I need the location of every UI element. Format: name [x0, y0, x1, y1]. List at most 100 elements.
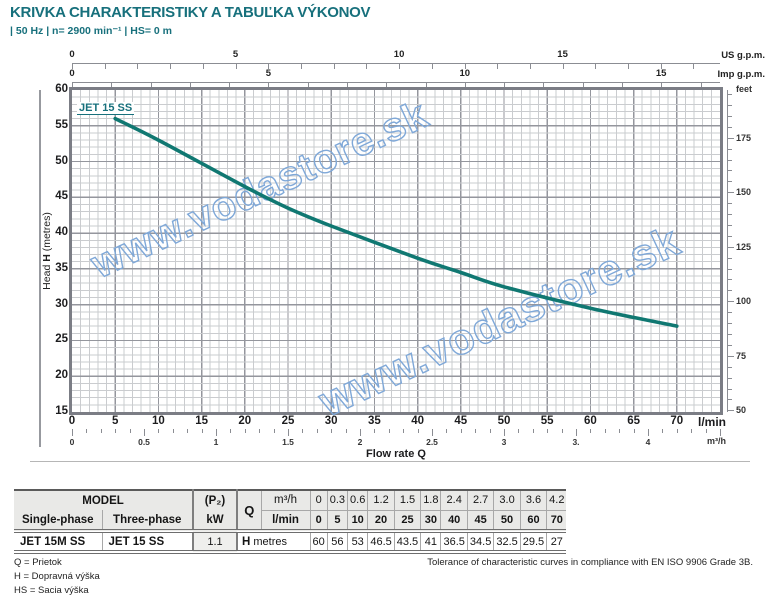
m3h-tick [662, 429, 664, 433]
table-value-cell: 50 [493, 510, 521, 531]
single-phase-header: Single-phase [14, 510, 102, 531]
axis-tick [595, 64, 597, 69]
h-unit: metres [253, 535, 287, 548]
axis-tick-label: 0 [69, 68, 75, 79]
axis-tick [628, 64, 629, 69]
axis-tick [268, 64, 270, 69]
axis-tick [425, 83, 427, 88]
table-value-cell: 30 [420, 510, 441, 531]
lmin-tick-label: 65 [627, 415, 640, 427]
feet-tick [728, 399, 732, 401]
axis-tick [700, 83, 702, 88]
m3h-tick [720, 429, 721, 436]
feet-tick-label: 100 [736, 296, 752, 307]
table-value-cell: 43.5 [393, 529, 421, 552]
feet-tick [728, 214, 732, 215]
axis-tick [111, 83, 113, 88]
m3h-tick [532, 429, 534, 433]
curve-label: JET 15 SS [77, 102, 135, 115]
feet-tick-label: 150 [736, 187, 752, 198]
kw-header: kW [192, 510, 237, 531]
x-axis-title-pre: Flow rate [366, 448, 418, 460]
m3h-tick [273, 429, 275, 433]
axis-tick [150, 83, 152, 88]
lmin-row-label: l/min [260, 510, 310, 531]
m3h-tick [331, 429, 333, 433]
chart-plot-area: www.vodastore.sk www.vodastore.sk JET 15… [69, 87, 723, 427]
table-value-cell: 56 [326, 529, 348, 552]
lmin-axis-labels: 0 5 10 15 20 25 30 35 40 45 50 55 60 65 70 [68, 415, 720, 429]
axis-tick-label: 15 [557, 49, 568, 60]
axis-tick [268, 83, 270, 88]
feet-tick [728, 235, 732, 237]
m3h-tick [489, 429, 491, 433]
feet-axis-line [727, 90, 728, 412]
single-phase-model: JET 15M SS [14, 529, 102, 552]
table-value-cell: 1.2 [367, 490, 395, 511]
head-tick-label: 50 [55, 154, 68, 167]
axis-tick [562, 64, 564, 69]
feet-tick [728, 159, 732, 161]
tolerance-note: Tolerance of characteristic curves in co… [427, 557, 753, 568]
axis-tick [504, 83, 506, 88]
lmin-tick-label: 55 [540, 415, 554, 427]
table-value-cell: 10 [347, 510, 368, 531]
axis-tick [72, 83, 73, 88]
axis-tick-label: 5 [265, 68, 272, 79]
q-header: Q [236, 490, 261, 531]
m3h-tick-label: 0 [69, 437, 75, 447]
table-header-row-1: MODEL (P₂) Q m³/h 0 0.3 0.6 1.2 1.5 1.8 2.4 2.7… [14, 490, 567, 531]
table-value-cell: 60 [519, 510, 547, 531]
axis-tick [104, 64, 106, 69]
model-header: MODEL [14, 490, 193, 510]
feet-unit-label: feet [736, 84, 753, 94]
lmin-tick-label: 35 [367, 415, 381, 427]
table-value-cell: 25 [393, 510, 421, 531]
p2-header: (P₂) [192, 490, 237, 510]
table-value-cell: 0.6 [347, 490, 368, 511]
m3h-tick [460, 429, 462, 433]
axis-tick [464, 64, 466, 69]
head-tick-label: 55 [55, 118, 68, 131]
feet-tick [728, 104, 732, 106]
table-value-cell: 36.5 [440, 529, 468, 552]
axis-tick-label: 5 [232, 49, 239, 60]
feet-tick [728, 246, 734, 248]
axis-tick [170, 64, 172, 69]
feet-tick [728, 410, 734, 412]
table-value-cell: 1.5 [393, 490, 421, 511]
m3h-tick [633, 429, 635, 433]
m3h-tick [302, 429, 304, 433]
feet-tick-label: 125 [736, 241, 752, 252]
m3h-tick-label: 2 [357, 437, 363, 447]
m3h-row-label: m³/h [260, 490, 310, 511]
m3h-axis: 0 0.5 1 1.5 2 2.5 3 3. 4 [69, 429, 732, 449]
m3h-tick [316, 429, 318, 433]
feet-tick-label: 175 [736, 132, 752, 143]
us-gpm-unit-label: US g.p.m. [721, 50, 765, 61]
lmin-tick-label: 0 [68, 415, 76, 427]
axis-tick [137, 64, 139, 69]
m3h-tick [72, 429, 73, 436]
m3h-tick [158, 429, 160, 433]
feet-tick-label: 50 [736, 405, 747, 416]
head-tick-label: 60 [55, 83, 68, 95]
feet-tick [728, 137, 734, 139]
axis-tick [235, 64, 237, 69]
table-value-cell: 34.5 [466, 529, 494, 552]
m3h-tick [144, 429, 145, 436]
axis-tick-label: 10 [393, 49, 405, 60]
h-label: H [242, 535, 251, 548]
table-value-cell: 40 [440, 510, 468, 531]
m3h-unit-label: m³/h [707, 436, 726, 446]
page-subtitle: | 50 Hz | n= 2900 min⁻¹ | HS= 0 m [10, 25, 173, 37]
m3h-tick [201, 429, 203, 433]
m3h-tick [259, 429, 261, 433]
three-phase-header: Three-phase [101, 510, 193, 531]
head-tick-label: 45 [55, 190, 68, 203]
m3h-tick-label: 1.5 [282, 437, 294, 447]
m3h-tick [432, 429, 433, 436]
feet-tick [728, 115, 732, 117]
table-value-cell: 41 [420, 529, 441, 552]
axis-tick [229, 83, 231, 88]
